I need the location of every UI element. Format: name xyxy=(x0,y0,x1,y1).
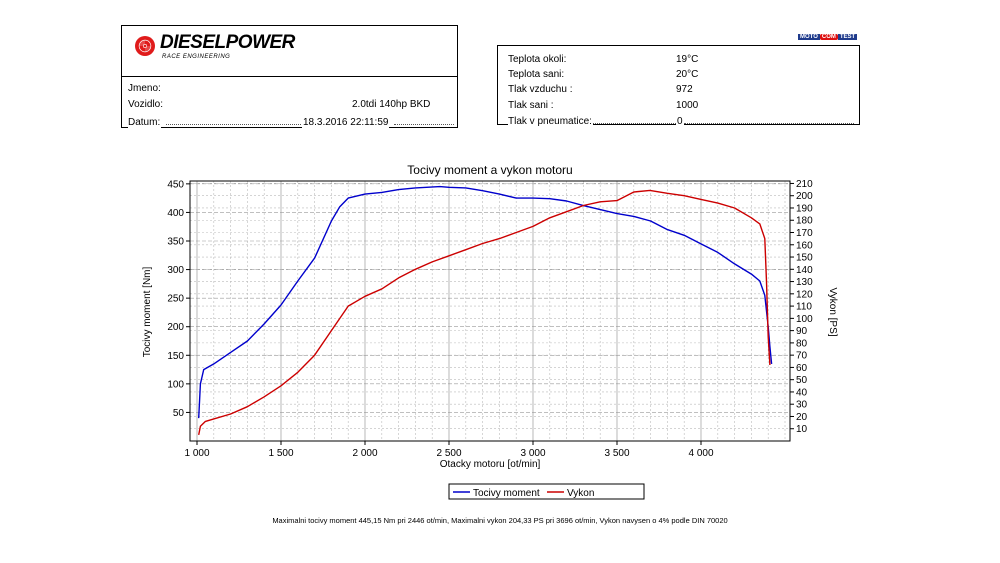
power-curve xyxy=(198,189,771,436)
x-tick-label: 3 500 xyxy=(604,448,629,459)
info-date-trailer xyxy=(394,124,454,125)
cond-intake-pressure-value: 1000 xyxy=(676,100,699,111)
chart-series xyxy=(198,185,773,436)
y2-tick-label: 50 xyxy=(796,375,808,386)
x-axis-ticks: 1 000 1 500 2 000 2 500 3 000 3 500 4 000 xyxy=(184,441,714,459)
motocom-badge: MOTO COM TEST xyxy=(798,34,858,40)
legend-label-power: Vykon xyxy=(567,488,594,499)
y2-tick-label: 160 xyxy=(796,240,813,251)
info-vehicle-value: 2.0tdi 140hp BKD xyxy=(352,99,431,110)
y2-tick-label: 130 xyxy=(796,277,813,288)
badge-part-3: TEST xyxy=(837,34,858,40)
vehicle-info-panel: Jmeno: Vozidlo: 2.0tdi 140hp BKD Datum: … xyxy=(121,76,458,129)
y2-tick-label: 30 xyxy=(796,400,808,411)
summary-footer: Maximalni tocivy moment 445,15 Nm pri 24… xyxy=(272,516,728,525)
y-tick-label: 50 xyxy=(173,408,185,419)
x-tick-label: 3 000 xyxy=(520,448,545,459)
plot-frame xyxy=(189,180,791,442)
logo-panel: DIESELPOWER RACE ENGINEERING xyxy=(121,25,458,77)
y2-tick-label: 20 xyxy=(796,412,808,423)
y2-tick-label: 150 xyxy=(796,253,813,264)
chart-legend: Tocivy moment Vykon xyxy=(448,483,645,500)
y2-axis-ticks: 1020304050607080901001101201301401501601… xyxy=(790,179,813,435)
x-axis-label: Otacky motoru [ot/min] xyxy=(440,459,541,470)
y2-tick-label: 180 xyxy=(796,216,813,227)
y2-axis-label: Vykon [PS] xyxy=(827,287,838,336)
turbo-logo-icon xyxy=(135,36,155,56)
chart-grid xyxy=(190,181,790,441)
y-tick-label: 100 xyxy=(167,379,184,390)
y2-tick-label: 40 xyxy=(796,387,808,398)
y2-tick-label: 110 xyxy=(796,302,812,313)
y-tick-label: 450 xyxy=(167,179,184,190)
x-tick-label: 2 000 xyxy=(352,448,377,459)
badge-part-1: MOTO xyxy=(798,34,820,40)
cond-tire-pressure-value: 0 xyxy=(676,116,684,128)
chart-title: Tocivy moment a vykon motoru xyxy=(407,163,572,177)
conditions-panel: Teplota okoli: 19°C Teplota sani: 20°C T… xyxy=(497,45,860,128)
y-axis-label: Tocivy moment [Nm] xyxy=(142,266,153,357)
y-tick-label: 350 xyxy=(167,237,184,248)
cond-ambient-temp-value: 19°C xyxy=(676,54,699,65)
y-tick-label: 200 xyxy=(167,322,184,333)
info-date-value: 18.3.2016 22:11:59 xyxy=(302,117,390,129)
y2-tick-label: 80 xyxy=(796,338,808,349)
info-vehicle-label: Vozidlo: xyxy=(128,99,164,110)
y2-tick-label: 140 xyxy=(796,265,813,276)
dyno-chart: Tocivy moment a vykon motoru 1 000 1 500 2… xyxy=(142,163,838,500)
y2-tick-label: 10 xyxy=(796,424,808,435)
cond-tire-leader xyxy=(588,123,676,124)
y-tick-label: 400 xyxy=(167,208,184,219)
legend-frame xyxy=(448,483,645,500)
x-tick-label: 1 000 xyxy=(184,448,209,459)
x-tick-label: 2 500 xyxy=(436,448,461,459)
cond-air-pressure-value: 972 xyxy=(676,84,693,95)
info-date-leader xyxy=(166,124,301,125)
cond-tire-pressure-label: Tlak v pneumatice: xyxy=(508,116,593,128)
x-tick-label: 4 000 xyxy=(688,448,713,459)
cond-air-pressure-label: Tlak vzduchu : xyxy=(508,84,573,95)
y2-tick-label: 190 xyxy=(796,203,813,214)
brand-logo: DIESELPOWER RACE ENGINEERING xyxy=(134,32,434,72)
cond-intake-pressure-label: Tlak sani : xyxy=(508,100,554,111)
cond-ambient-temp-label: Teplota okoli: xyxy=(508,54,567,65)
y2-tick-label: 70 xyxy=(796,351,808,362)
x-tick-label: 1 500 xyxy=(268,448,293,459)
y-axis-ticks: 50 100 150 200 250 300 350 400 450 xyxy=(167,179,190,419)
y2-tick-label: 60 xyxy=(796,363,808,374)
cond-intake-temp-label: Teplota sani: xyxy=(508,69,565,80)
y2-tick-label: 200 xyxy=(796,191,813,202)
y2-tick-label: 170 xyxy=(796,228,813,239)
y-tick-label: 300 xyxy=(167,265,184,276)
info-date-label: Datum: xyxy=(128,117,162,129)
badge-part-2: COM xyxy=(819,34,838,40)
torque-curve xyxy=(198,185,773,419)
info-name-label: Jmeno: xyxy=(128,83,161,94)
brand-subtitle: RACE ENGINEERING xyxy=(162,54,231,60)
cond-tire-trailer xyxy=(684,123,854,124)
y2-tick-label: 210 xyxy=(796,179,813,190)
brand-name: DIESELPOWER xyxy=(160,32,295,53)
y2-tick-label: 120 xyxy=(796,289,813,300)
legend-label-torque: Tocivy moment xyxy=(473,488,540,499)
y-tick-label: 150 xyxy=(167,351,184,362)
y2-tick-label: 100 xyxy=(796,314,813,325)
y2-tick-label: 90 xyxy=(796,326,808,337)
y-tick-label: 250 xyxy=(167,294,184,305)
cond-intake-temp-value: 20°C xyxy=(676,69,699,80)
